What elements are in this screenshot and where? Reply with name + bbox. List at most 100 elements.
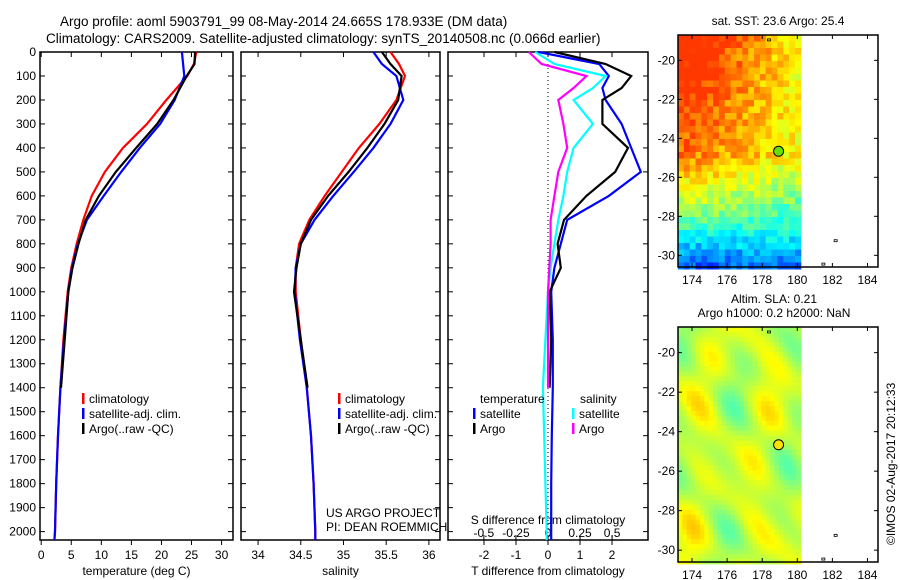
map-cell [730,184,737,192]
map-cell [743,410,749,417]
map-cell [704,331,710,338]
map-cell [721,396,727,402]
map-cell [682,485,688,491]
map-cell [707,54,714,62]
map-cell [792,465,797,471]
map-cell [792,440,797,446]
map-cell [774,331,780,338]
map-cell [686,460,692,466]
map-cell [795,158,802,166]
map-cell [748,494,754,501]
map-cell [770,366,775,372]
map-cell [761,534,767,540]
map-cell [735,480,740,486]
x2-tick-label: 0 [545,526,552,540]
map-cell [735,514,740,520]
legend-label: climatology [89,392,149,406]
map-cell [683,210,691,218]
map-cell [695,119,702,127]
map-cell [754,80,761,88]
map-cell [774,366,780,372]
map-cell [713,243,720,250]
map-cell [689,126,696,133]
map-cell [787,331,793,338]
map-cell [770,356,775,362]
map-cell [736,262,743,270]
map-cell [735,554,740,560]
map-cell [699,410,705,417]
map-cell [695,61,702,68]
map-cell [717,396,723,402]
map-cell [748,262,755,270]
map-cell [724,80,732,88]
map-cell [743,475,749,481]
map-cell [691,351,697,358]
map-cell [724,236,732,244]
map-cell [787,351,793,358]
map-cell [718,74,726,81]
map-cell [754,171,761,179]
map-cell [699,494,705,501]
map-cell [730,171,737,179]
map-cell [708,465,714,471]
map-cell [678,204,685,211]
map-cell [759,223,767,231]
map-cell [721,425,727,432]
map-cell [686,509,692,516]
map-cell [787,539,793,545]
map-cell [783,178,790,185]
map-cell [713,415,718,422]
map-cell [754,67,761,75]
map-cell [717,386,723,392]
map-cell [695,87,702,94]
map-cell [739,430,745,437]
map-cell [777,93,784,101]
map-cell [783,139,790,146]
map-cell [713,217,720,224]
map-cell [795,87,802,94]
map-cell [739,465,745,471]
panel-salinity: 34 34.5 35 35.5 36salinityclimatologysatelli… [240,51,441,578]
map-cell [721,410,727,417]
legend-swatch [338,393,341,404]
map-cell [683,113,691,120]
map-cell [707,223,714,231]
y-tick-label: 700 [16,213,36,227]
map-cell [778,455,784,461]
map-cell [682,346,688,353]
map-cell [796,376,802,382]
map-cell [682,410,688,417]
map-cell [735,356,740,362]
map-cell [774,351,780,358]
map-cell [708,450,714,456]
map-cell [770,494,775,501]
map-cell [789,67,796,75]
map-cell [736,139,743,146]
map-cell [689,35,696,42]
map-cell [765,171,772,179]
map-cell [796,341,802,348]
map-cell [695,435,701,441]
map-cell [717,415,723,422]
map-cell [686,445,692,451]
map-cell [787,371,793,377]
map-cell [789,113,796,120]
map-cell [787,494,793,501]
map-cell [783,396,789,402]
map-cell [713,165,720,172]
map-cell [721,361,727,367]
map-cell [718,145,726,153]
map-cell [726,485,732,491]
map-cell [778,331,784,338]
map-cell [678,366,683,372]
map-cell [683,35,691,42]
map-cell [759,126,767,133]
map-cell [718,184,726,192]
map-cell [759,217,767,224]
map-cell [695,145,702,153]
map-cell [704,381,710,387]
map-cell [787,499,793,506]
map-cell [765,236,772,244]
map-cell [736,106,743,114]
map-cell [783,410,789,417]
